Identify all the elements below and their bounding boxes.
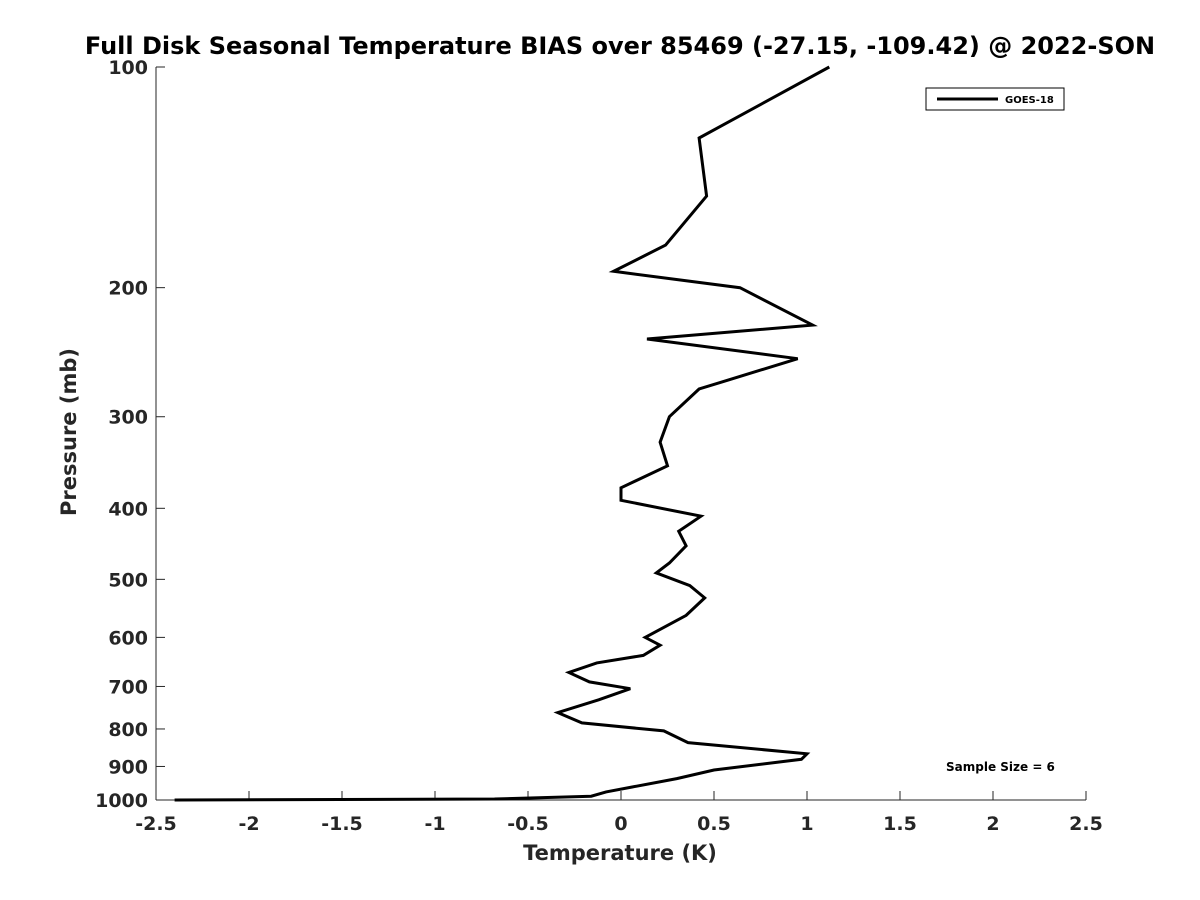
y-tick-label: 200 bbox=[108, 278, 148, 300]
x-tick-label: -0.5 bbox=[507, 813, 549, 835]
x-tick-label: -2 bbox=[238, 813, 259, 835]
y-tick-label: 400 bbox=[108, 498, 148, 520]
y-tick-label: 1000 bbox=[95, 790, 148, 812]
y-tick-label: 600 bbox=[108, 627, 148, 649]
y-tick-label: 800 bbox=[108, 719, 148, 741]
series-line-goes-18 bbox=[174, 65, 831, 802]
y-axis-label: Pressure (mb) bbox=[57, 348, 81, 516]
sample-size-annotation: Sample Size = 6 bbox=[946, 760, 1055, 774]
y-tick-label: 700 bbox=[108, 676, 148, 698]
axes: -2.5 -2 -1.5 -1 -0.5 0 0.5 1 1.5 2 2.5 100 200 300 400… bbox=[95, 57, 1103, 835]
x-tick-label: 2.5 bbox=[1069, 813, 1103, 835]
y-tick-label: 300 bbox=[108, 407, 148, 429]
x-tick-label: 1 bbox=[800, 813, 813, 835]
legend-label-goes-18: GOES-18 bbox=[1005, 95, 1054, 106]
chart-title: Full Disk Seasonal Temperature BIAS over… bbox=[85, 32, 1155, 60]
series-group bbox=[174, 65, 831, 802]
x-axis-label: Temperature (K) bbox=[523, 841, 717, 865]
y-tick-label: 100 bbox=[108, 57, 148, 79]
y-tick-label: 500 bbox=[108, 569, 148, 591]
x-tick-label: 2 bbox=[986, 813, 999, 835]
x-tick-label: -1 bbox=[424, 813, 445, 835]
x-tick-label: 0.5 bbox=[697, 813, 731, 835]
x-tick-label: -2.5 bbox=[135, 813, 177, 835]
y-tick-label: 900 bbox=[108, 756, 148, 778]
x-tick-label: -1.5 bbox=[321, 813, 363, 835]
legend: GOES-18 bbox=[925, 87, 1065, 111]
x-tick-label: 0 bbox=[614, 813, 627, 835]
x-tick-label: 1.5 bbox=[883, 813, 917, 835]
